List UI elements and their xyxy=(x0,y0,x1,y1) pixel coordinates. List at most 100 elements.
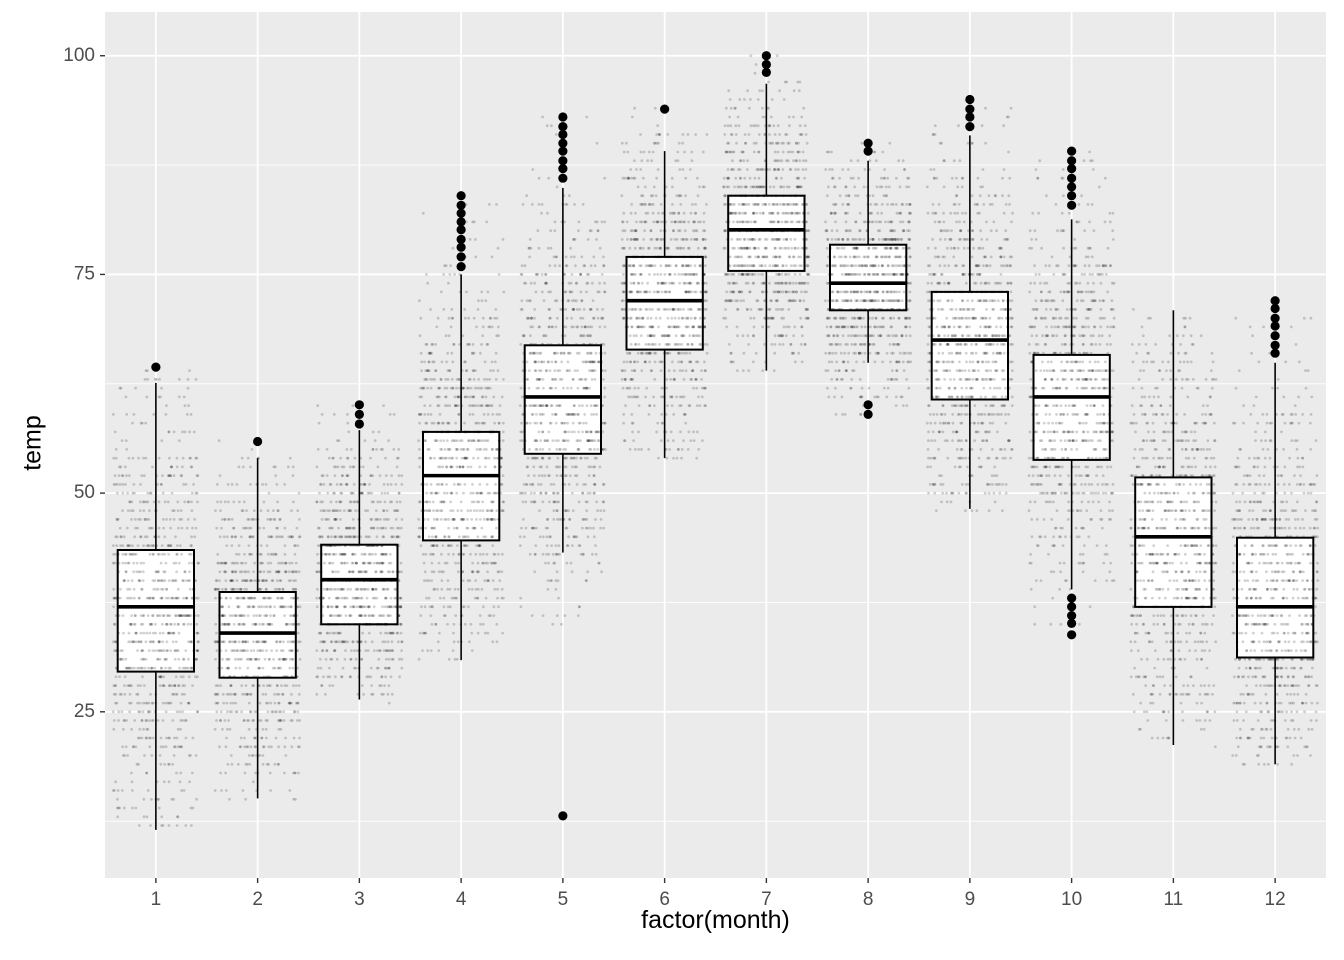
jitter-point xyxy=(652,395,655,399)
jitter-point xyxy=(357,675,361,679)
jitter-point xyxy=(219,509,222,512)
jitter-point xyxy=(563,456,567,460)
jitter-point xyxy=(537,430,541,434)
jitter-point xyxy=(183,500,187,504)
jitter-point xyxy=(276,666,280,670)
jitter-point xyxy=(220,614,224,617)
jitter-point xyxy=(234,666,238,670)
jitter-point xyxy=(187,561,191,565)
jitter-point xyxy=(655,176,658,180)
jitter-point xyxy=(472,220,476,224)
jitter-point xyxy=(286,675,289,679)
jitter-point xyxy=(115,561,119,565)
jitter-point xyxy=(141,701,145,705)
jitter-point xyxy=(271,552,274,556)
jitter-point xyxy=(267,631,270,635)
jitter-point xyxy=(554,255,558,259)
jitter-point xyxy=(158,754,162,757)
jitter-point xyxy=(121,727,125,731)
jitter-point xyxy=(119,657,122,661)
jitter-point xyxy=(423,360,426,364)
jitter-point xyxy=(395,500,399,504)
jitter-point xyxy=(223,622,227,626)
jitter-point xyxy=(266,701,270,705)
jitter-point xyxy=(179,614,183,617)
jitter-point xyxy=(392,413,396,416)
jitter-point xyxy=(659,439,663,442)
jitter-point xyxy=(451,360,455,364)
jitter-point xyxy=(498,439,501,442)
jitter-point xyxy=(498,483,501,486)
jitter-point xyxy=(383,500,387,504)
jitter-point xyxy=(496,596,499,600)
jitter-point xyxy=(145,771,149,775)
jitter-point xyxy=(363,439,367,442)
jitter-point xyxy=(447,526,450,530)
jitter-point xyxy=(178,710,182,714)
jitter-point xyxy=(271,631,274,635)
jitter-point xyxy=(478,614,482,617)
jitter-point xyxy=(288,456,292,460)
jitter-point xyxy=(550,544,553,547)
jitter-point xyxy=(127,561,131,565)
jitter-point xyxy=(136,666,140,670)
jitter-point xyxy=(277,710,281,714)
jitter-point xyxy=(140,587,144,591)
jitter-point xyxy=(562,386,565,390)
jitter-point xyxy=(440,360,444,364)
jitter-point xyxy=(281,596,285,600)
jitter-point xyxy=(485,483,489,486)
jitter-point xyxy=(596,439,600,442)
jitter-point xyxy=(430,561,434,565)
jitter-point xyxy=(392,448,396,451)
jitter-point xyxy=(445,404,449,407)
jitter-point xyxy=(393,587,397,591)
jitter-point xyxy=(195,631,199,635)
jitter-point xyxy=(194,596,198,600)
jitter-point xyxy=(186,378,190,381)
jitter-point xyxy=(552,518,556,521)
jitter-point xyxy=(458,439,462,442)
jitter-point xyxy=(596,509,599,512)
jitter-point xyxy=(241,640,245,644)
jitter-point xyxy=(561,281,565,285)
jitter-point xyxy=(248,605,252,609)
jitter-point xyxy=(257,666,260,670)
jitter-point xyxy=(533,369,537,372)
jitter-point xyxy=(163,552,167,556)
jitter-point xyxy=(284,570,288,574)
jitter-point xyxy=(130,771,133,775)
jitter-point xyxy=(545,124,549,128)
jitter-point xyxy=(456,640,460,644)
jitter-point xyxy=(275,483,279,486)
jitter-point xyxy=(664,246,667,250)
jitter-point xyxy=(298,736,301,740)
jitter-point xyxy=(541,378,545,381)
jitter-point xyxy=(647,150,651,154)
jitter-point xyxy=(316,587,319,591)
jitter-point xyxy=(564,308,568,311)
jitter-point xyxy=(537,360,541,364)
jitter-point xyxy=(237,622,241,626)
jitter-point xyxy=(419,544,423,547)
jitter-point xyxy=(634,211,637,215)
jitter-point xyxy=(267,535,270,539)
jitter-point xyxy=(339,456,343,460)
jitter-point xyxy=(495,413,499,416)
jitter-point xyxy=(656,124,660,128)
jitter-point xyxy=(481,325,485,329)
jitter-point xyxy=(146,727,150,731)
jitter-point xyxy=(666,439,670,442)
jitter-point xyxy=(216,552,220,556)
jitter-point xyxy=(278,518,282,521)
jitter-point xyxy=(534,413,538,416)
jitter-point xyxy=(592,404,596,407)
jitter-point xyxy=(223,500,227,504)
jitter-point xyxy=(628,246,632,250)
jitter-point xyxy=(256,771,260,775)
jitter-point xyxy=(232,587,236,591)
jitter-point xyxy=(148,622,152,626)
jitter-point xyxy=(445,360,448,364)
jitter-point xyxy=(459,518,463,521)
jitter-point xyxy=(563,334,567,338)
